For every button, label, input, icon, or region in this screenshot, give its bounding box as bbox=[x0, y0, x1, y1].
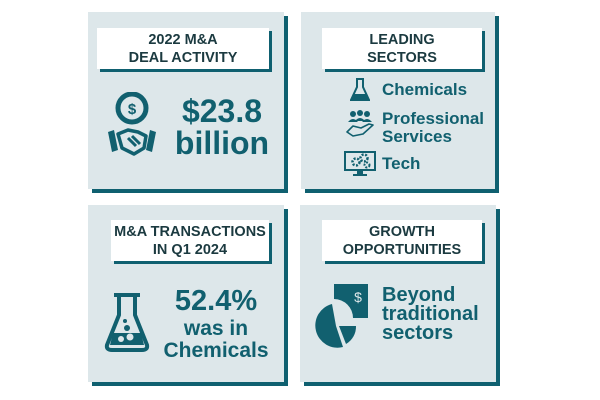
title-line: LEADING bbox=[369, 31, 435, 48]
handshake-dollar-icon: $ bbox=[108, 92, 156, 156]
flask-icon bbox=[104, 293, 150, 352]
growth-title: GROWTH OPPORTUNITIES bbox=[322, 220, 482, 261]
title-line: 2022 M&A bbox=[148, 31, 218, 48]
svg-text:$: $ bbox=[354, 289, 362, 305]
title-line: DEAL ACTIVITY bbox=[128, 49, 238, 66]
sector-tech: Tech bbox=[382, 155, 420, 173]
monitor-gears-icon bbox=[344, 151, 376, 176]
deal-activity-title: 2022 M&A DEAL ACTIVITY bbox=[97, 28, 269, 69]
transactions-value: 52.4% bbox=[174, 285, 258, 317]
transactions-title: M&A TRANSACTIONS IN Q1 2024 bbox=[111, 220, 269, 261]
sector-label: Chemicals bbox=[382, 80, 468, 99]
pie-chart-dollar-icon: $ bbox=[315, 284, 368, 348]
deal-unit: billion bbox=[174, 125, 270, 161]
title-line: M&A TRANSACTIONS bbox=[114, 223, 266, 240]
people-hand-icon bbox=[346, 110, 374, 137]
svg-text:$: $ bbox=[128, 101, 137, 118]
leading-sectors-title: LEADING SECTORS bbox=[322, 28, 482, 69]
sector-label: Tech bbox=[382, 154, 421, 173]
sector-label: Services bbox=[382, 127, 452, 146]
transactions-line3: Chemicals bbox=[163, 339, 269, 362]
growth-line3: sectors bbox=[382, 322, 454, 344]
title-line: SECTORS bbox=[367, 49, 437, 66]
title-line: IN Q1 2024 bbox=[152, 241, 228, 258]
sector-label: Professional bbox=[382, 109, 485, 128]
sector-chemicals: Chemicals bbox=[382, 81, 467, 99]
growth-line1: Beyond bbox=[382, 284, 456, 306]
flask-icon bbox=[350, 78, 370, 101]
transactions-line2: was in bbox=[183, 317, 249, 340]
growth-line2: traditional bbox=[382, 303, 479, 325]
title-line: GROWTH bbox=[368, 223, 436, 240]
deal-value: $23.8 bbox=[181, 93, 263, 129]
sector-professional-services: Professional Services bbox=[382, 110, 484, 146]
title-line: OPPORTUNITIES bbox=[342, 241, 462, 258]
